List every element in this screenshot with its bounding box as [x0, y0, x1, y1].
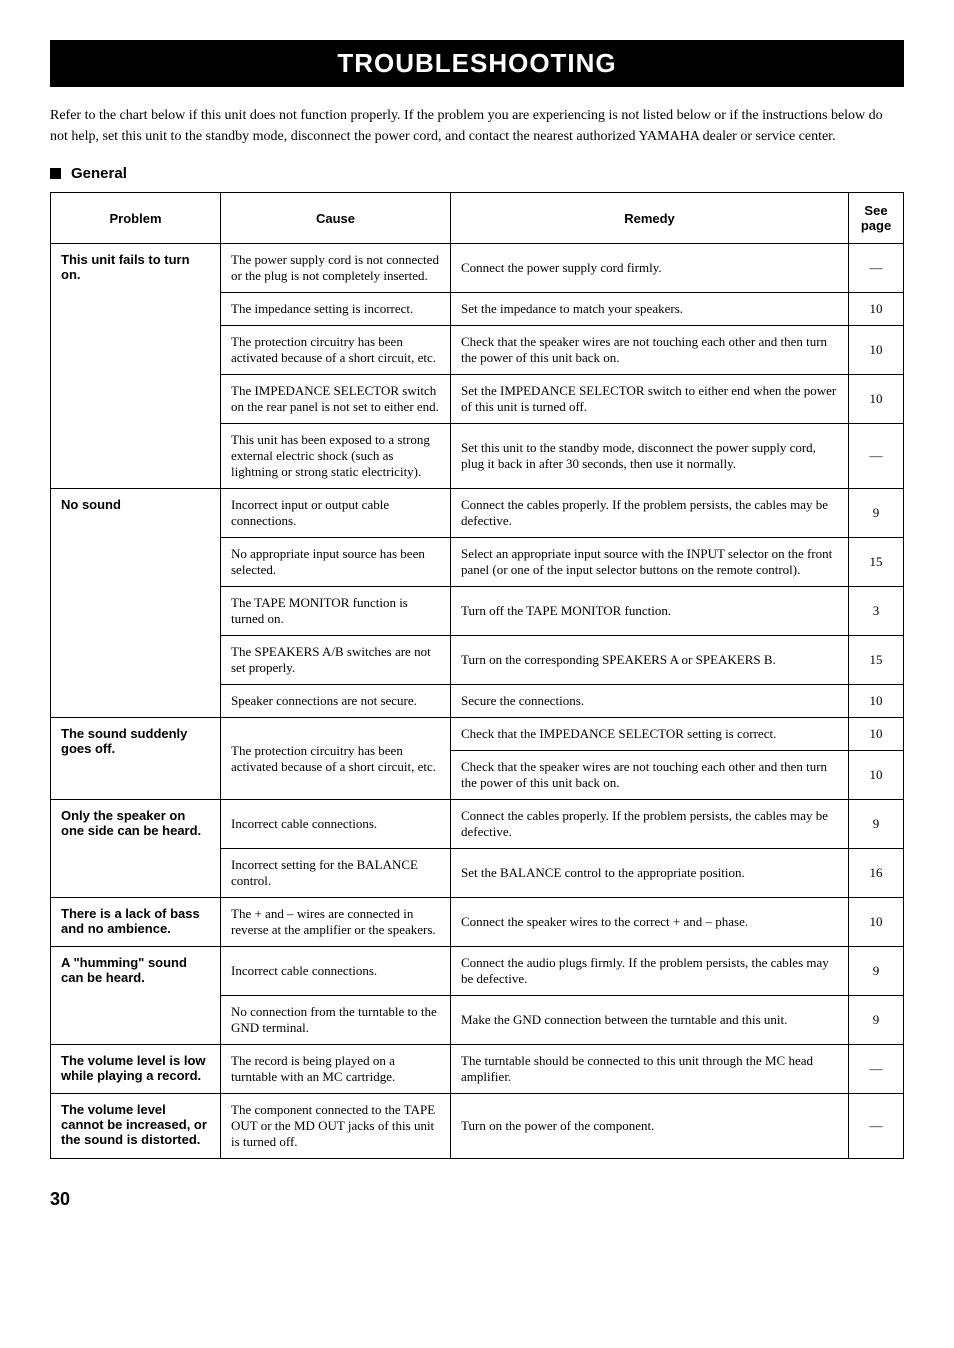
cell-cause: No connection from the turntable to the …	[221, 996, 451, 1045]
cell-cause: This unit has been exposed to a strong e…	[221, 424, 451, 489]
intro-text: Refer to the chart below if this unit do…	[50, 105, 904, 147]
cell-page: 10	[849, 293, 904, 326]
table-row: The volume level is low while playing a …	[51, 1045, 904, 1094]
cell-problem: No sound	[51, 489, 221, 718]
cell-page: 9	[849, 800, 904, 849]
cell-cause: The protection circuitry has been activa…	[221, 718, 451, 800]
cell-remedy: Select an appropriate input source with …	[451, 538, 849, 587]
table-row: The volume level cannot be increased, or…	[51, 1094, 904, 1159]
cell-remedy: Set the BALANCE control to the appropria…	[451, 849, 849, 898]
cell-cause: Incorrect cable connections.	[221, 947, 451, 996]
cell-page: 15	[849, 538, 904, 587]
cell-cause: The component connected to the TAPE OUT …	[221, 1094, 451, 1159]
table-row: Only the speaker on one side can be hear…	[51, 800, 904, 849]
section-heading-text: General	[71, 165, 127, 182]
cell-remedy: Check that the speaker wires are not tou…	[451, 326, 849, 375]
cell-page: —	[849, 1045, 904, 1094]
cell-remedy: Make the GND connection between the turn…	[451, 996, 849, 1045]
square-bullet-icon	[50, 168, 61, 179]
cell-page: 10	[849, 375, 904, 424]
cell-cause: The IMPEDANCE SELECTOR switch on the rea…	[221, 375, 451, 424]
cell-problem: The volume level cannot be increased, or…	[51, 1094, 221, 1159]
cell-remedy: The turntable should be connected to thi…	[451, 1045, 849, 1094]
cell-problem: This unit fails to turn on.	[51, 244, 221, 489]
table-row: This unit fails to turn on.The power sup…	[51, 244, 904, 293]
cell-problem: A "humming" sound can be heard.	[51, 947, 221, 1045]
cell-remedy: Turn on the power of the component.	[451, 1094, 849, 1159]
table-row: A "humming" sound can be heard.Incorrect…	[51, 947, 904, 996]
cell-remedy: Turn on the corresponding SPEAKERS A or …	[451, 636, 849, 685]
header-page: See page	[849, 193, 904, 244]
cell-page: 10	[849, 718, 904, 751]
cell-page: 10	[849, 685, 904, 718]
cell-cause: The protection circuitry has been activa…	[221, 326, 451, 375]
cell-page: 9	[849, 947, 904, 996]
cell-cause: The power supply cord is not connected o…	[221, 244, 451, 293]
cell-remedy: Connect the power supply cord firmly.	[451, 244, 849, 293]
cell-problem: The volume level is low while playing a …	[51, 1045, 221, 1094]
cell-page: —	[849, 424, 904, 489]
cell-page: —	[849, 1094, 904, 1159]
cell-cause: The TAPE MONITOR function is turned on.	[221, 587, 451, 636]
page-title: TROUBLESHOOTING	[50, 40, 904, 87]
header-remedy: Remedy	[451, 193, 849, 244]
cell-cause: The record is being played on a turntabl…	[221, 1045, 451, 1094]
cell-page: 10	[849, 898, 904, 947]
cell-remedy: Check that the IMPEDANCE SELECTOR settin…	[451, 718, 849, 751]
cell-remedy: Set the impedance to match your speakers…	[451, 293, 849, 326]
cell-problem: The sound suddenly goes off.	[51, 718, 221, 800]
table-row: No soundIncorrect input or output cable …	[51, 489, 904, 538]
cell-page: —	[849, 244, 904, 293]
cell-page: 15	[849, 636, 904, 685]
cell-page: 9	[849, 489, 904, 538]
cell-remedy: Check that the speaker wires are not tou…	[451, 751, 849, 800]
cell-page: 10	[849, 326, 904, 375]
cell-remedy: Connect the cables properly. If the prob…	[451, 800, 849, 849]
header-problem: Problem	[51, 193, 221, 244]
cell-remedy: Connect the audio plugs firmly. If the p…	[451, 947, 849, 996]
cell-cause: The impedance setting is incorrect.	[221, 293, 451, 326]
section-heading: General	[50, 165, 904, 182]
cell-page: 10	[849, 751, 904, 800]
cell-remedy: Turn off the TAPE MONITOR function.	[451, 587, 849, 636]
cell-cause: Speaker connections are not secure.	[221, 685, 451, 718]
header-cause: Cause	[221, 193, 451, 244]
cell-cause: No appropriate input source has been sel…	[221, 538, 451, 587]
cell-problem: Only the speaker on one side can be hear…	[51, 800, 221, 898]
cell-page: 16	[849, 849, 904, 898]
cell-remedy: Connect the cables properly. If the prob…	[451, 489, 849, 538]
cell-page: 9	[849, 996, 904, 1045]
troubleshooting-table: Problem Cause Remedy See page This unit …	[50, 192, 904, 1159]
table-row: There is a lack of bass and no ambience.…	[51, 898, 904, 947]
cell-remedy: Set the IMPEDANCE SELECTOR switch to eit…	[451, 375, 849, 424]
cell-cause: Incorrect setting for the BALANCE contro…	[221, 849, 451, 898]
table-row: The sound suddenly goes off.The protecti…	[51, 718, 904, 751]
cell-cause: Incorrect input or output cable connecti…	[221, 489, 451, 538]
cell-remedy: Set this unit to the standby mode, disco…	[451, 424, 849, 489]
page-number: 30	[50, 1189, 904, 1210]
cell-page: 3	[849, 587, 904, 636]
cell-cause: Incorrect cable connections.	[221, 800, 451, 849]
cell-problem: There is a lack of bass and no ambience.	[51, 898, 221, 947]
cell-cause: The SPEAKERS A/B switches are not set pr…	[221, 636, 451, 685]
cell-remedy: Connect the speaker wires to the correct…	[451, 898, 849, 947]
cell-cause: The + and – wires are connected in rever…	[221, 898, 451, 947]
cell-remedy: Secure the connections.	[451, 685, 849, 718]
